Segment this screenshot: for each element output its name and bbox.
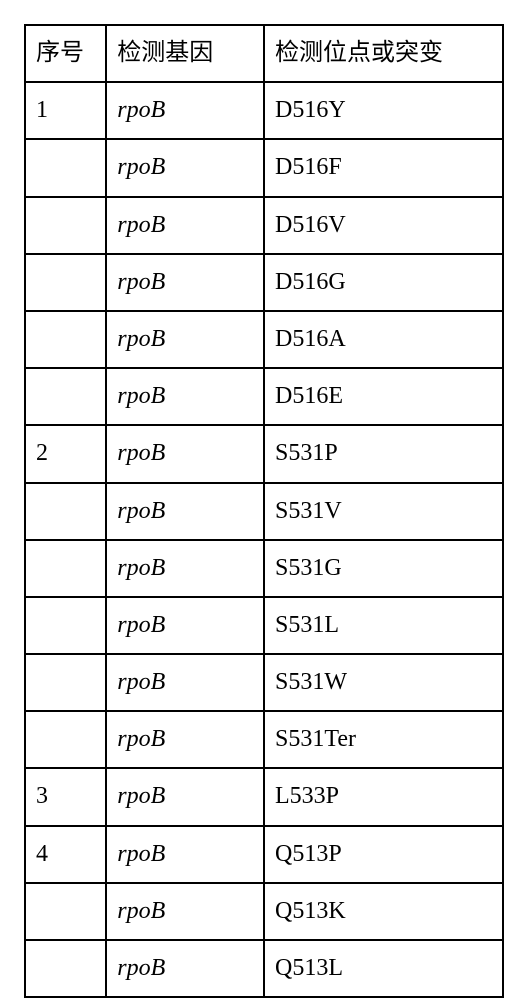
cell-seq (25, 540, 106, 597)
cell-gene: rpoB (106, 311, 264, 368)
cell-gene: rpoB (106, 768, 264, 825)
cell-seq (25, 139, 106, 196)
cell-gene: rpoB (106, 597, 264, 654)
table-row: rpoBD516F (25, 139, 503, 196)
cell-seq: 4 (25, 826, 106, 883)
cell-seq (25, 311, 106, 368)
table-row: 2rpoBS531P (25, 425, 503, 482)
cell-gene: rpoB (106, 483, 264, 540)
cell-mutation: S531P (264, 425, 503, 482)
cell-mutation: D516G (264, 254, 503, 311)
cell-seq (25, 711, 106, 768)
table-row: rpoBQ513K (25, 883, 503, 940)
table-body: 1rpoBD516YrpoBD516FrpoBD516VrpoBD516Grpo… (25, 82, 503, 997)
cell-mutation: D516V (264, 197, 503, 254)
cell-mutation: S531V (264, 483, 503, 540)
cell-seq (25, 483, 106, 540)
cell-seq (25, 254, 106, 311)
cell-gene: rpoB (106, 139, 264, 196)
cell-gene: rpoB (106, 654, 264, 711)
cell-seq (25, 883, 106, 940)
header-gene: 检测基因 (106, 25, 264, 82)
cell-seq (25, 940, 106, 997)
table-row: rpoBS531G (25, 540, 503, 597)
cell-seq (25, 368, 106, 425)
cell-seq: 3 (25, 768, 106, 825)
cell-gene: rpoB (106, 826, 264, 883)
cell-gene: rpoB (106, 368, 264, 425)
cell-mutation: D516F (264, 139, 503, 196)
cell-mutation: D516A (264, 311, 503, 368)
cell-gene: rpoB (106, 254, 264, 311)
gene-mutation-table: 序号 检测基因 检测位点或突变 1rpoBD516YrpoBD516FrpoBD… (24, 24, 504, 998)
cell-mutation: Q513P (264, 826, 503, 883)
table-row: 3rpoBL533P (25, 768, 503, 825)
cell-mutation: S531L (264, 597, 503, 654)
cell-seq (25, 654, 106, 711)
cell-mutation: Q513L (264, 940, 503, 997)
table-row: rpoBD516E (25, 368, 503, 425)
cell-mutation: D516Y (264, 82, 503, 139)
cell-seq (25, 197, 106, 254)
cell-gene: rpoB (106, 425, 264, 482)
cell-gene: rpoB (106, 82, 264, 139)
table-row: rpoBD516V (25, 197, 503, 254)
header-seq: 序号 (25, 25, 106, 82)
table-row: rpoBS531Ter (25, 711, 503, 768)
cell-seq: 1 (25, 82, 106, 139)
table-row: rpoBS531W (25, 654, 503, 711)
cell-mutation: S531G (264, 540, 503, 597)
cell-seq (25, 597, 106, 654)
cell-mutation: S531Ter (264, 711, 503, 768)
cell-gene: rpoB (106, 197, 264, 254)
header-mutation: 检测位点或突变 (264, 25, 503, 82)
table-header-row: 序号 检测基因 检测位点或突变 (25, 25, 503, 82)
cell-seq: 2 (25, 425, 106, 482)
table-row: rpoBD516A (25, 311, 503, 368)
cell-mutation: S531W (264, 654, 503, 711)
cell-gene: rpoB (106, 883, 264, 940)
table-row: rpoBS531L (25, 597, 503, 654)
cell-mutation: L533P (264, 768, 503, 825)
table-row: rpoBD516G (25, 254, 503, 311)
cell-gene: rpoB (106, 711, 264, 768)
cell-mutation: Q513K (264, 883, 503, 940)
cell-gene: rpoB (106, 940, 264, 997)
cell-gene: rpoB (106, 540, 264, 597)
table-row: 1rpoBD516Y (25, 82, 503, 139)
table-row: rpoBQ513L (25, 940, 503, 997)
table-row: rpoBS531V (25, 483, 503, 540)
table-row: 4rpoBQ513P (25, 826, 503, 883)
cell-mutation: D516E (264, 368, 503, 425)
